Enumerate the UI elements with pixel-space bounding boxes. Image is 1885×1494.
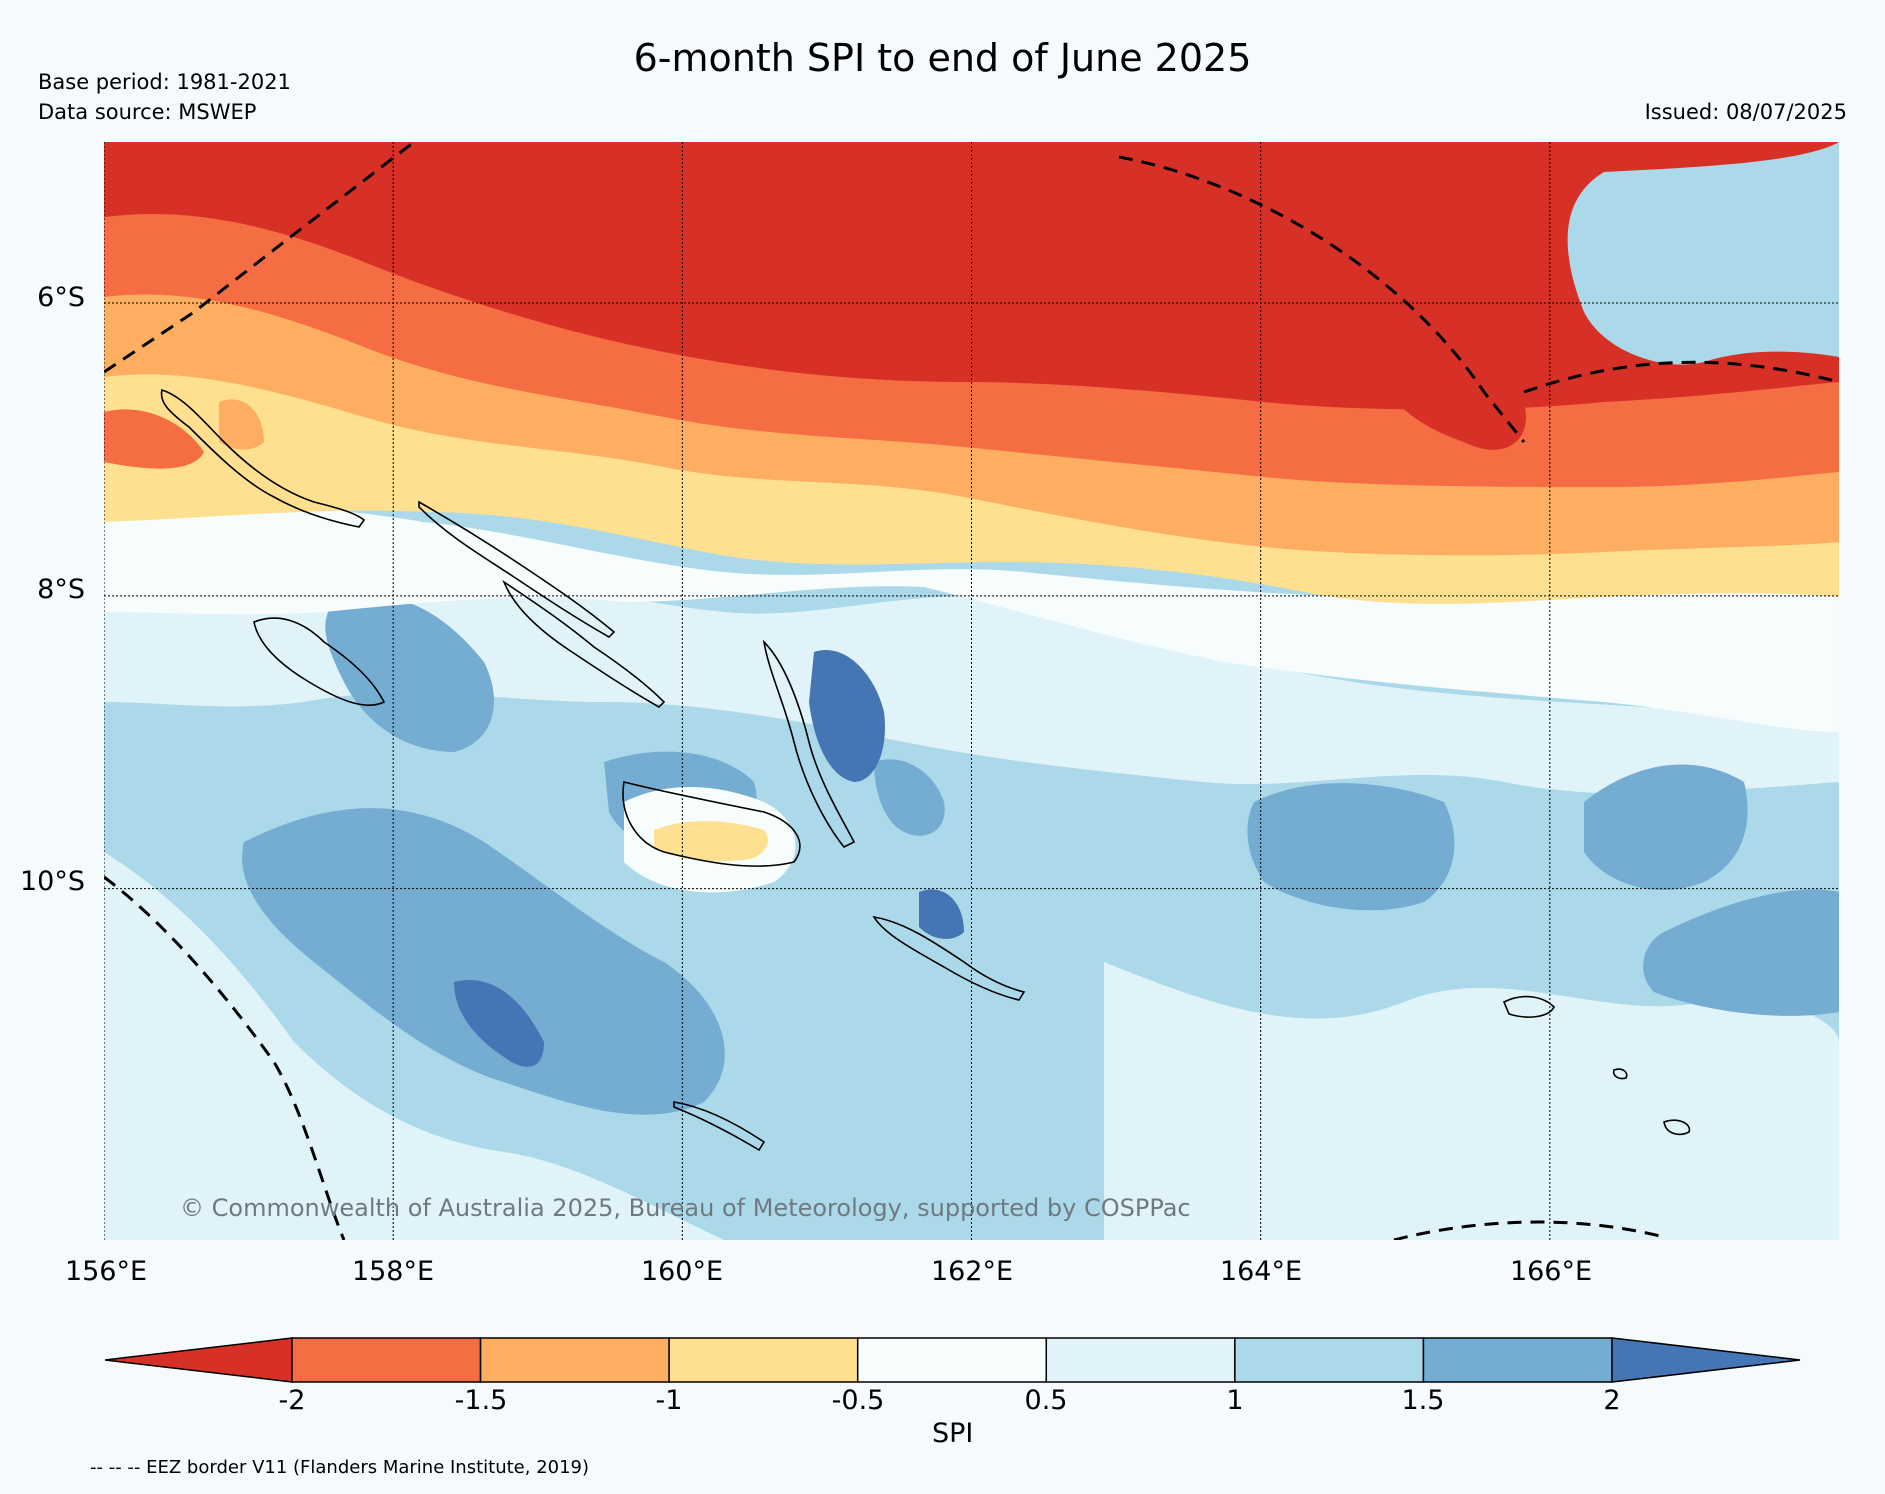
spi-band-0.5-1-south [104, 852, 724, 1240]
island-guadalcanal [622, 781, 801, 867]
colorbar-tick: -1.5 [454, 1385, 508, 1416]
colorbar-extend-high [1611, 1337, 1801, 1383]
colorbar-box [291, 1337, 482, 1383]
spi-band-1.5-2-f [874, 759, 945, 836]
spi-colorbar [104, 1337, 1801, 1383]
colorbar-box [1234, 1337, 1425, 1383]
colorbar-tick: 1 [1226, 1385, 1244, 1416]
spi-band-gt2-c [919, 889, 964, 939]
spi-band-neg1-1.5-patch [219, 399, 264, 450]
spi-band-1.5-2-a [242, 808, 725, 1115]
spi-band-lt2-patch [1364, 320, 1526, 450]
colorbar-tick: -2 [278, 1385, 306, 1416]
island-bougainville [160, 388, 366, 528]
spi-band-1.5-2-b [1247, 783, 1455, 911]
data-source-text: Data source: MSWEP [38, 100, 257, 124]
spi-band-1.5-2-g [325, 595, 494, 752]
colorbar-box [856, 1337, 1048, 1383]
eez-border-nw [104, 142, 415, 374]
lat-label-10s: 10°S [20, 866, 85, 897]
colorbar-tick: -1 [655, 1385, 683, 1416]
island-new-georgia [253, 617, 386, 706]
copyright-text: © Commonwealth of Australia 2025, Bureau… [180, 1194, 1191, 1222]
island-rennell [673, 1101, 766, 1152]
eez-border-sw [104, 875, 346, 1240]
eez-border-ne [1118, 155, 1526, 443]
lon-label-156e: 156°E [64, 1256, 148, 1287]
island-choiseul [418, 500, 616, 638]
spi-band-neg1.5-2-patch [104, 409, 204, 469]
island-santa-cruz [1502, 995, 1555, 1018]
island-malaita [762, 639, 856, 849]
base-period-text: Base period: 1981-2021 [38, 70, 291, 94]
island-makira [872, 915, 1026, 1001]
spi-map [104, 142, 1839, 1240]
spi-band-neg1-1.5 [104, 289, 1839, 556]
colorbar-extend-low [104, 1337, 293, 1383]
lat-label-6s: 6°S [37, 282, 85, 313]
spi-band-0.5-1-se [1104, 962, 1839, 1240]
gridlines [104, 142, 1839, 1240]
eez-border-s [1393, 1220, 1665, 1240]
spi-band-0.5-1-mid [104, 585, 1839, 794]
colorbar-tick: 1.5 [1401, 1385, 1445, 1416]
island-tikopia [1612, 1068, 1628, 1080]
spi-band-1.5-2-d [1643, 889, 1839, 1016]
issued-date-text: Issued: 08/07/2025 [1644, 100, 1847, 124]
lon-label-160e: 160°E [640, 1256, 724, 1287]
colorbar-box [1422, 1337, 1613, 1383]
lon-label-158e: 158°E [351, 1256, 435, 1287]
colorbar-tick: 0.5 [1024, 1385, 1068, 1416]
colorbar-box [479, 1337, 670, 1383]
spi-band-gt2-b [454, 980, 544, 1067]
colorbar-tick: 2 [1603, 1385, 1621, 1416]
eez-border-note: -- -- -- EEZ border V11 (Flanders Marine… [90, 1457, 590, 1478]
spi-band-1.5-2-c [1584, 764, 1748, 891]
colorbar-boxes [291, 1337, 1613, 1383]
spi-band-gt2-a [809, 650, 885, 782]
spi-band-neutral [104, 507, 1839, 732]
island-outlines [160, 388, 1691, 1152]
spi-band-neg1.5-2 [104, 208, 1839, 488]
colorbar-box [668, 1337, 859, 1383]
colorbar-tick: -0.5 [831, 1385, 885, 1416]
colorbar-title: SPI [932, 1418, 974, 1449]
lon-label-164e: 164°E [1219, 1256, 1303, 1287]
lat-label-8s: 8°S [37, 574, 85, 605]
lon-label-162e: 162°E [930, 1256, 1014, 1287]
island-santa-isabel [502, 579, 666, 708]
island-vanikoro [1663, 1119, 1691, 1136]
colorbar-box [1045, 1337, 1236, 1383]
lon-label-166e: 166°E [1509, 1256, 1593, 1287]
map-title: 6-month SPI to end of June 2025 [633, 36, 1252, 80]
